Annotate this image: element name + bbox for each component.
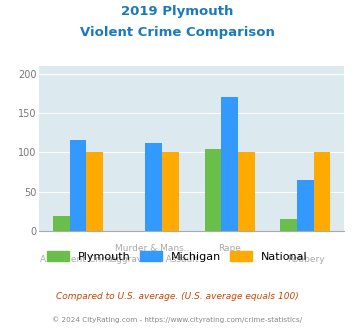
Bar: [70, 140, 86, 231]
Bar: [221, 97, 238, 231]
Text: Rape: Rape: [218, 244, 241, 253]
Text: 2019 Plymouth: 2019 Plymouth: [121, 5, 234, 18]
Text: Violent Crime Comparison: Violent Crime Comparison: [80, 26, 275, 39]
Bar: [314, 152, 331, 231]
Text: Murder & Mans...: Murder & Mans...: [115, 244, 192, 253]
Bar: [297, 180, 314, 231]
Bar: [280, 219, 297, 231]
Text: Aggravated Assault: Aggravated Assault: [110, 254, 198, 264]
Legend: Plymouth, Michigan, National: Plymouth, Michigan, National: [43, 247, 312, 267]
Text: Compared to U.S. average. (U.S. average equals 100): Compared to U.S. average. (U.S. average …: [56, 292, 299, 301]
Bar: [86, 152, 103, 231]
Text: All Violent Crime: All Violent Crime: [40, 254, 116, 264]
Bar: [146, 143, 162, 231]
Bar: [162, 152, 179, 231]
Text: © 2024 CityRating.com - https://www.cityrating.com/crime-statistics/: © 2024 CityRating.com - https://www.city…: [53, 317, 302, 323]
Bar: [204, 148, 221, 231]
Bar: [53, 216, 70, 231]
Text: Robbery: Robbery: [286, 254, 324, 264]
Bar: [238, 152, 255, 231]
